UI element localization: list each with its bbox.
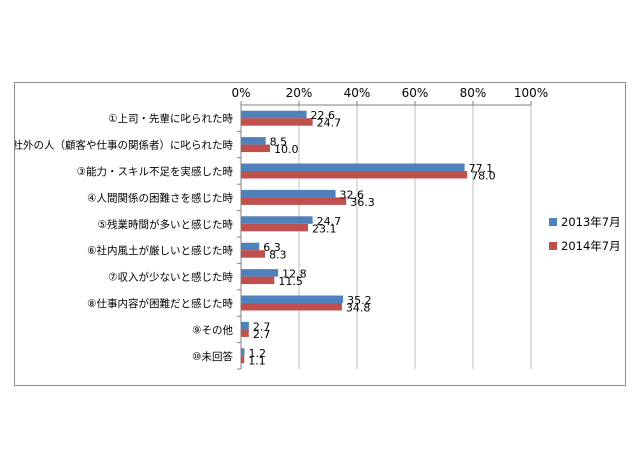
legend: 2013年7月 2014年7月: [549, 215, 621, 253]
bar: [241, 137, 266, 145]
bar: [241, 223, 308, 232]
category-label: ⑦収入が少ないと感じた時: [108, 271, 233, 284]
x-tick-label: 100%: [514, 86, 548, 100]
data-label: 2.7: [253, 328, 271, 341]
bar: [241, 216, 313, 224]
category-label: ③能力・スキル不足を実感した時: [77, 165, 234, 178]
bar: [241, 144, 270, 153]
bar: [241, 303, 342, 311]
bar: [241, 269, 279, 277]
bar: [241, 250, 266, 258]
legend-swatch: [549, 218, 557, 226]
data-label: 78.0: [471, 170, 496, 183]
bar: [241, 163, 465, 171]
x-tick-label: 20%: [286, 86, 313, 100]
bar: [241, 329, 249, 337]
legend-label: 2014年7月: [561, 239, 621, 253]
data-label: 10.0: [274, 143, 299, 156]
category-label: ⑩未回答: [192, 350, 233, 363]
category-label: ⑥社内風土が厳しいと感じた時: [87, 244, 233, 257]
x-tick-label: 60%: [402, 86, 429, 100]
data-label: 1.1: [248, 354, 266, 367]
bar: [241, 110, 307, 119]
data-label: 1.2: [248, 347, 265, 360]
bar: [241, 189, 336, 198]
bar: [241, 355, 245, 364]
bar: [241, 295, 344, 303]
category-label: ②社外の人（顧客や仕事の関係者）に叱られた時: [15, 139, 233, 152]
data-label: 8.5: [270, 136, 288, 149]
data-label: 6.3: [263, 241, 281, 254]
gridlines: [237, 101, 532, 370]
category-label: ①上司・先輩に叱られた時: [108, 112, 233, 125]
bar: [241, 118, 313, 126]
data-label: 8.3: [269, 249, 287, 262]
data-label: 36.3: [350, 196, 375, 209]
bar-chart: 0% 20% 40% 60% 80% 100% ①上司・先輩に叱られた時 ②社外の人（顧客や…: [15, 86, 621, 370]
category-label: ④人間関係の困難さを感じた時: [87, 191, 233, 204]
data-label: 23.1: [312, 222, 337, 235]
category-label: ⑤残業時間が多いと感じた時: [98, 218, 234, 231]
data-label: 35.2: [347, 294, 372, 307]
data-label: 2.7: [253, 320, 271, 333]
data-label: 12.8: [282, 268, 307, 281]
data-labels: 22.624.78.510.077.178.032.636.324.723.16…: [248, 109, 496, 367]
data-label: 77.1: [469, 162, 494, 175]
bar: [241, 276, 275, 285]
data-label: 34.8: [346, 302, 371, 315]
bar: [241, 171, 468, 179]
legend-label: 2013年7月: [561, 215, 621, 229]
data-label: 32.6: [340, 188, 365, 201]
category-label: ⑧仕事内容が困難だと感じた時: [87, 297, 233, 310]
data-label: 24.7: [317, 215, 342, 228]
category-labels: ①上司・先輩に叱られた時 ②社外の人（顧客や仕事の関係者）に叱られた時 ③能力・スキ…: [15, 112, 233, 363]
data-label: 24.7: [317, 117, 342, 130]
legend-swatch: [549, 242, 557, 250]
bars: [241, 110, 468, 364]
category-label: ⑨その他: [192, 323, 233, 336]
bar: [241, 321, 249, 330]
data-label: 11.5: [278, 275, 303, 288]
x-tick-label: 80%: [460, 86, 487, 100]
chart-frame: 0% 20% 40% 60% 80% 100% ①上司・先輩に叱られた時 ②社外の人（顧客や…: [14, 82, 626, 386]
x-tick-label: 40%: [344, 86, 371, 100]
bar: [241, 197, 347, 205]
bar: [241, 348, 245, 356]
x-axis-ticks: 0% 20% 40% 60% 80% 100%: [231, 86, 548, 100]
x-tick-label: 0%: [231, 86, 250, 100]
data-label: 22.6: [311, 109, 336, 122]
bar: [241, 242, 260, 251]
